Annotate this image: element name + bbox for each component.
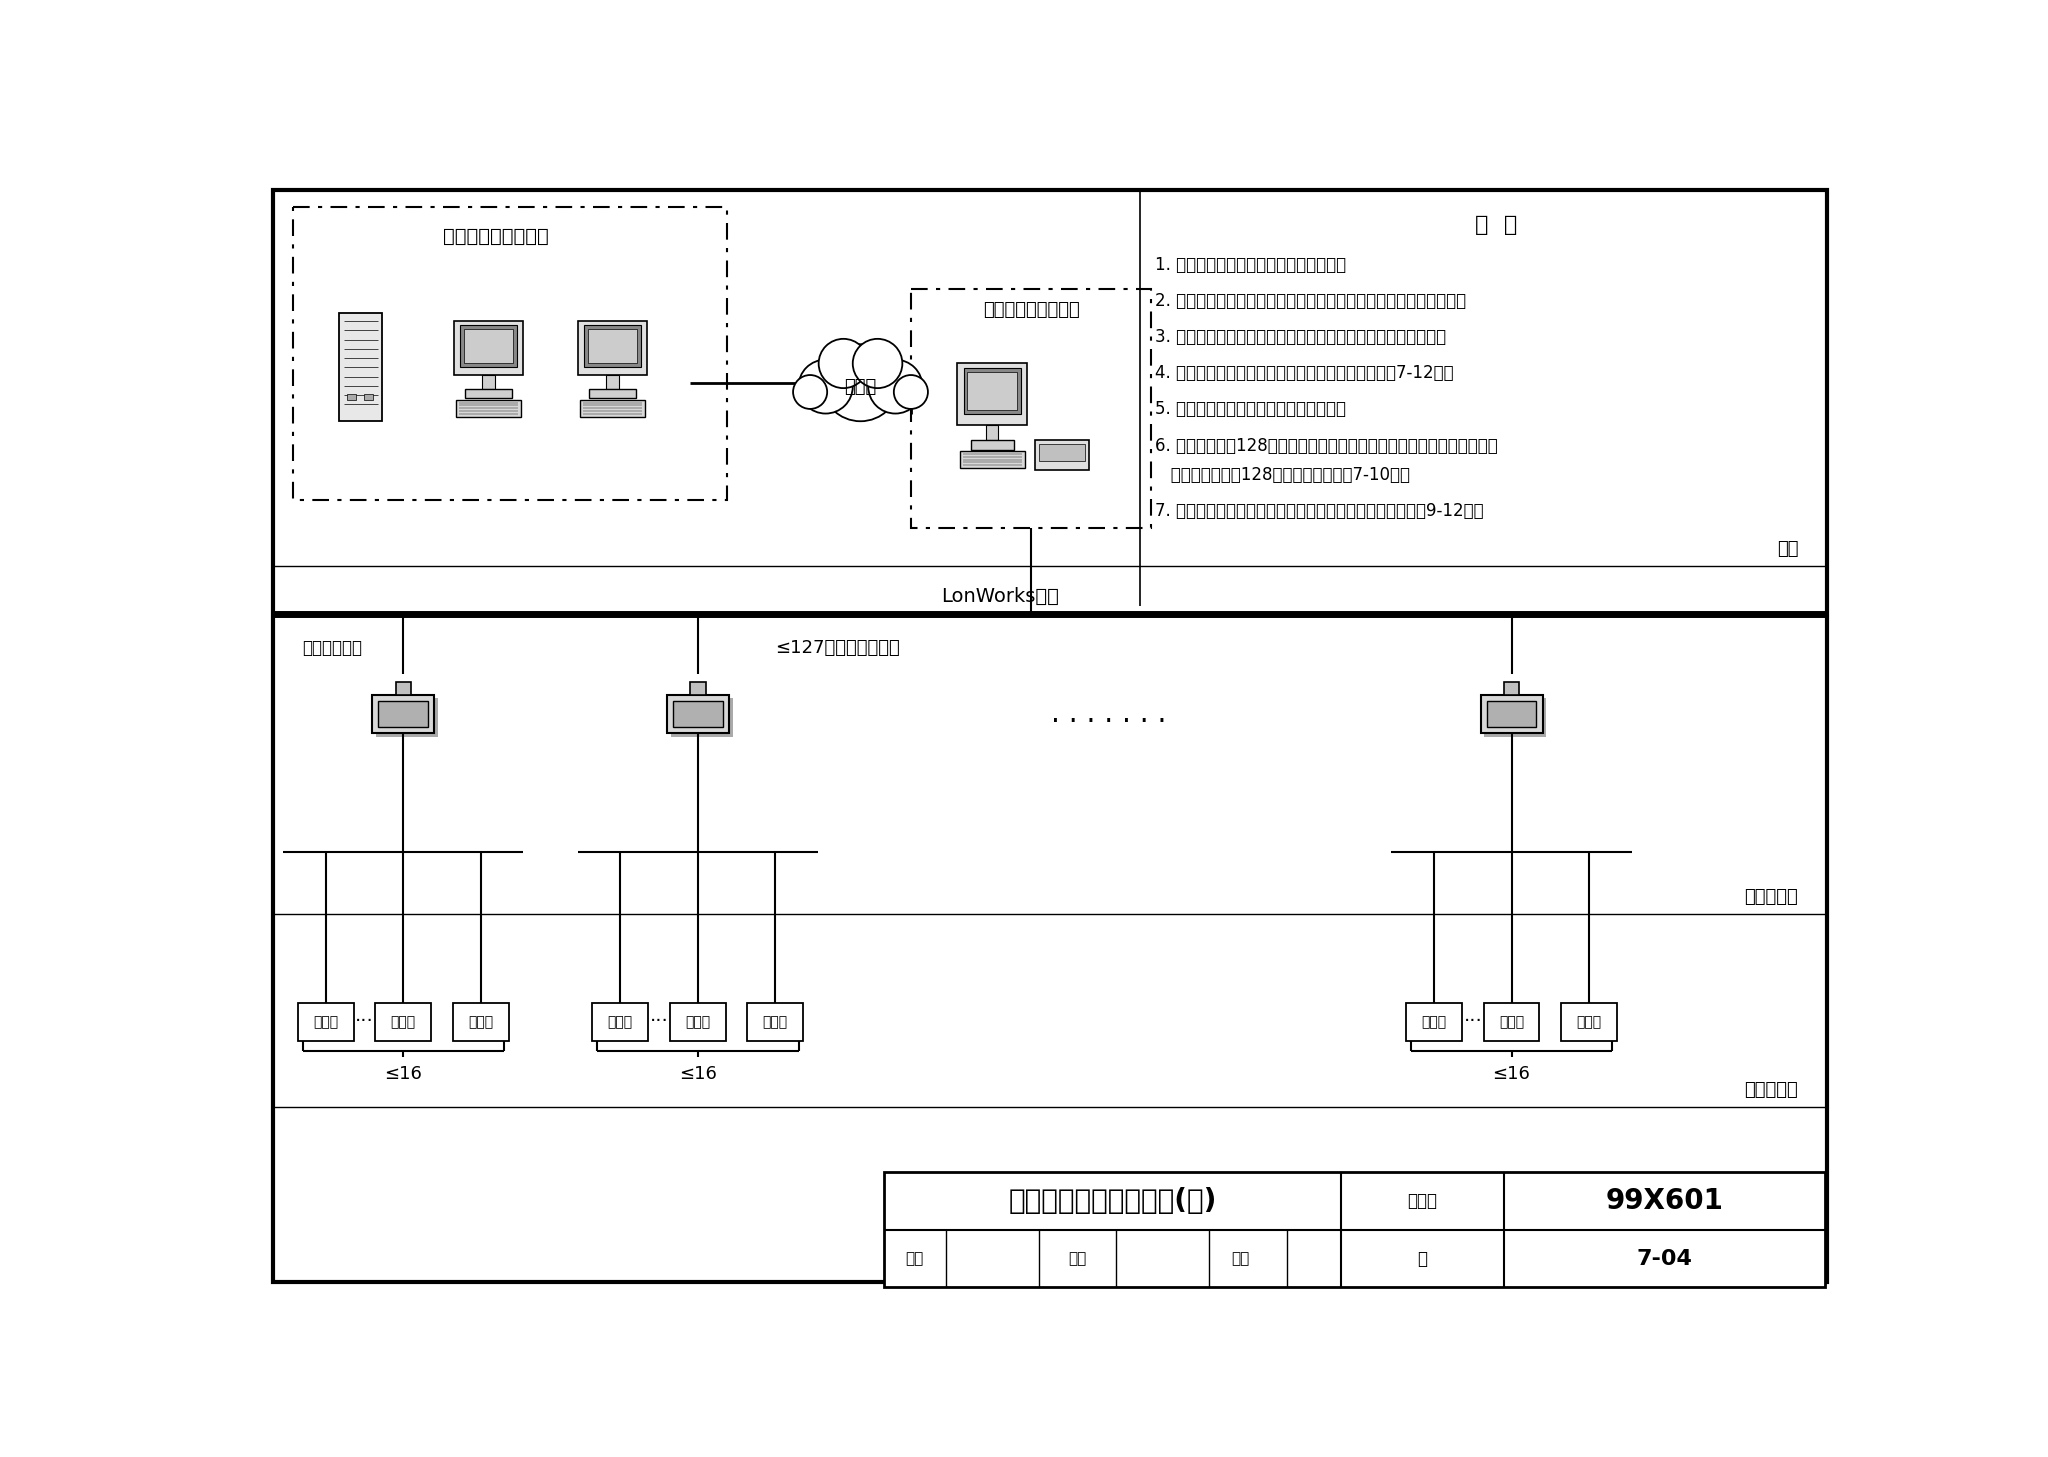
Text: 设计: 设计: [1231, 1252, 1249, 1266]
Text: 耗能表: 耗能表: [391, 1016, 416, 1029]
Text: 耗能表: 耗能表: [762, 1016, 788, 1029]
Text: 耗能表: 耗能表: [469, 1016, 494, 1029]
Circle shape: [868, 360, 922, 414]
Bar: [670, 1002, 725, 1042]
Bar: [346, 395, 356, 401]
Bar: [297, 1002, 354, 1042]
Bar: [885, 1171, 1825, 1288]
Bar: [670, 698, 733, 737]
Bar: [961, 452, 1024, 468]
Bar: [584, 325, 641, 367]
Text: 校对: 校对: [1069, 1252, 1087, 1266]
Text: 耗能表: 耗能表: [1499, 1016, 1524, 1029]
Bar: [956, 363, 1028, 425]
Text: 耗能表: 耗能表: [1577, 1016, 1602, 1029]
Text: 3. 可结合设备控制管理系统，构成大楼统一数据采集控制网络。: 3. 可结合设备控制管理系统，构成大楼统一数据采集控制网络。: [1155, 328, 1446, 347]
Bar: [461, 325, 518, 367]
Text: 总线式自动抄表系统图(一): 总线式自动抄表系统图(一): [1008, 1187, 1217, 1215]
Bar: [588, 329, 637, 363]
Text: ≤16: ≤16: [385, 1065, 422, 1083]
Text: 6. 系统规模大于128个节点时，可在总线上挂接路由器，每个路由器下可: 6. 系统规模大于128个节点时，可在总线上挂接路由器，每个路由器下可: [1155, 437, 1497, 455]
Bar: [1034, 440, 1090, 469]
Circle shape: [821, 344, 899, 421]
Bar: [463, 329, 514, 363]
Bar: [481, 374, 496, 389]
Bar: [985, 425, 999, 440]
Circle shape: [893, 374, 928, 409]
Text: LonWorks总线: LonWorks总线: [942, 587, 1059, 606]
Text: 智能抄表节点: 智能抄表节点: [303, 640, 362, 657]
Text: 耗能表: 耗能表: [1421, 1016, 1446, 1029]
Bar: [674, 701, 723, 727]
Bar: [1561, 1002, 1618, 1042]
Text: 户内或户外: 户内或户外: [1745, 1081, 1798, 1099]
Bar: [668, 695, 729, 733]
Text: 99X601: 99X601: [1606, 1187, 1724, 1215]
Bar: [590, 389, 635, 398]
Bar: [373, 695, 434, 733]
Text: 1. 本方案多用于小区集中管理社区服务。: 1. 本方案多用于小区集中管理社区服务。: [1155, 255, 1346, 274]
Bar: [453, 321, 524, 374]
Bar: [457, 399, 520, 417]
Bar: [453, 1002, 508, 1042]
Bar: [592, 1002, 647, 1042]
Text: 图集号: 图集号: [1407, 1192, 1438, 1209]
Bar: [1038, 444, 1085, 462]
Text: . . . . . . .: . . . . . . .: [1051, 699, 1165, 728]
Text: 挂接一个不大于128个节点的子网，见7-10页。: 挂接一个不大于128个节点的子网，见7-10页。: [1155, 466, 1409, 484]
Text: 市话网: 市话网: [844, 377, 877, 396]
Bar: [1485, 698, 1546, 737]
Circle shape: [799, 360, 852, 414]
Bar: [377, 698, 438, 737]
Text: 小区: 小区: [1778, 541, 1798, 558]
Bar: [1487, 701, 1536, 727]
Bar: [690, 682, 705, 695]
Bar: [967, 372, 1018, 411]
Text: 4. 本方案为示意，图中技术指标仅供参考，接线图见7-12页。: 4. 本方案为示意，图中技术指标仅供参考，接线图见7-12页。: [1155, 364, 1454, 382]
Bar: [1481, 695, 1542, 733]
Bar: [338, 313, 383, 421]
Text: 小区管理中心计算机: 小区管理中心计算机: [983, 302, 1079, 319]
Text: 审核: 审核: [905, 1252, 924, 1266]
Text: 页: 页: [1417, 1250, 1427, 1268]
Bar: [375, 1002, 432, 1042]
Text: 耗能表: 耗能表: [608, 1016, 633, 1029]
Bar: [580, 399, 645, 417]
Bar: [911, 288, 1151, 527]
Circle shape: [852, 339, 903, 388]
Text: ···: ···: [1464, 1013, 1483, 1032]
Text: ≤16: ≤16: [678, 1065, 717, 1083]
Text: 5. 耗能表包括水表、电能表、燃气表等。: 5. 耗能表包括水表、电能表、燃气表等。: [1155, 401, 1346, 418]
Text: 耗能表: 耗能表: [313, 1016, 338, 1029]
Bar: [578, 321, 647, 374]
Bar: [748, 1002, 803, 1042]
Bar: [293, 207, 727, 500]
Bar: [465, 389, 512, 398]
Text: 行业管理中心计算机: 行业管理中心计算机: [442, 227, 549, 246]
Bar: [1483, 1002, 1540, 1042]
Text: 7. 深圳市班君实业发展有限公司可提供此系统产品，见附录9-12页。: 7. 深圳市班君实业发展有限公司可提供此系统产品，见附录9-12页。: [1155, 503, 1483, 520]
Bar: [971, 440, 1014, 450]
Bar: [379, 701, 428, 727]
Circle shape: [793, 374, 827, 409]
Bar: [395, 682, 412, 695]
Circle shape: [819, 339, 868, 388]
Text: 耗能表: 耗能表: [686, 1016, 711, 1029]
Text: 楼层或楼内: 楼层或楼内: [1745, 889, 1798, 906]
Text: ···: ···: [354, 1013, 375, 1032]
Bar: [606, 374, 618, 389]
Text: ≤127个智能抄表节点: ≤127个智能抄表节点: [774, 640, 899, 657]
Text: 说  明: 说 明: [1475, 214, 1518, 235]
Text: 2. 数据存储在智能抄表节点中，小区管理中心计算机定时查询数据。: 2. 数据存储在智能抄表节点中，小区管理中心计算机定时查询数据。: [1155, 291, 1466, 310]
Text: 7-04: 7-04: [1636, 1249, 1692, 1269]
Bar: [963, 369, 1020, 414]
Bar: [365, 395, 373, 401]
Bar: [1407, 1002, 1462, 1042]
Text: ···: ···: [649, 1013, 668, 1032]
Text: ≤16: ≤16: [1493, 1065, 1530, 1083]
Bar: [1503, 682, 1520, 695]
